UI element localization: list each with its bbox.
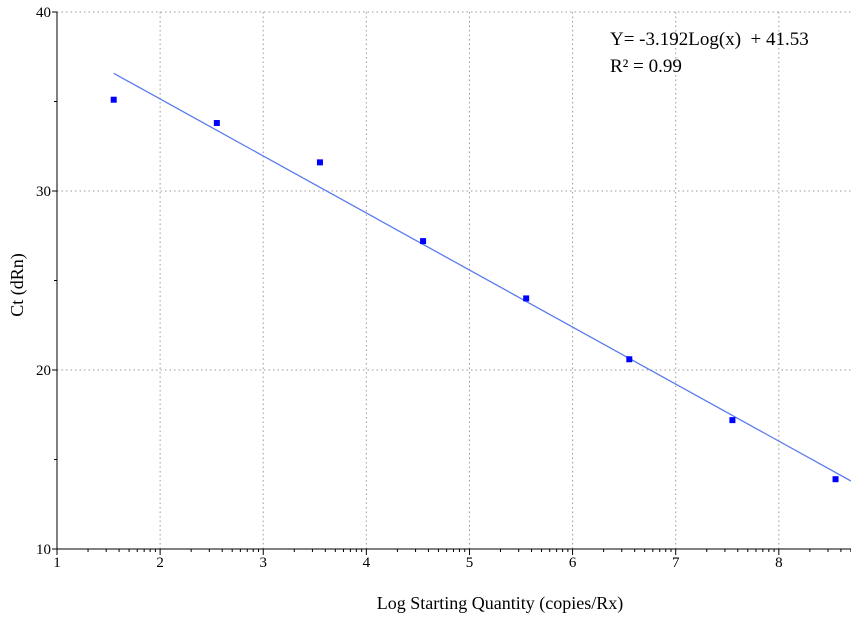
data-point-1 (110, 96, 117, 103)
regression-equation: Y= -3.192Log(x) + 41.53 (610, 29, 809, 50)
fit-line-group (113, 72, 851, 482)
tick-labels: 1 2 3 4 5 6 7 8 10 20 30 40 (36, 5, 783, 571)
x-tick-label-6: 6 (569, 555, 577, 571)
r-squared-label: R² = 0.99 (610, 56, 682, 77)
data-point-7 (729, 417, 736, 424)
fit-line (113, 72, 851, 482)
y-axis-title: Ct (dRn) (7, 253, 28, 317)
x-tick-label-3: 3 (259, 555, 267, 571)
x-tick-label-7: 7 (672, 555, 680, 571)
data-point-4 (420, 238, 427, 245)
y-tick-label-20: 20 (36, 363, 51, 379)
x-tick-label-5: 5 (466, 555, 474, 571)
y-tick-label-40: 40 (36, 5, 51, 21)
x-tick-label-4: 4 (363, 555, 371, 571)
grid (57, 11, 851, 549)
x-tick-label-8: 8 (775, 555, 783, 571)
x-tick-label-2: 2 (156, 555, 164, 571)
data-points (110, 96, 839, 483)
y-tick-label-10: 10 (36, 542, 51, 558)
x-tick-label-1: 1 (53, 555, 61, 571)
y-tick-label-30: 30 (36, 184, 51, 200)
x-axis-title: Log Starting Quantity (copies/Rx) (377, 593, 623, 614)
data-point-5 (523, 295, 530, 302)
data-point-2 (213, 119, 220, 126)
axes (52, 11, 851, 555)
data-point-8 (832, 476, 839, 483)
data-point-3 (316, 159, 323, 166)
data-point-6 (626, 356, 633, 363)
